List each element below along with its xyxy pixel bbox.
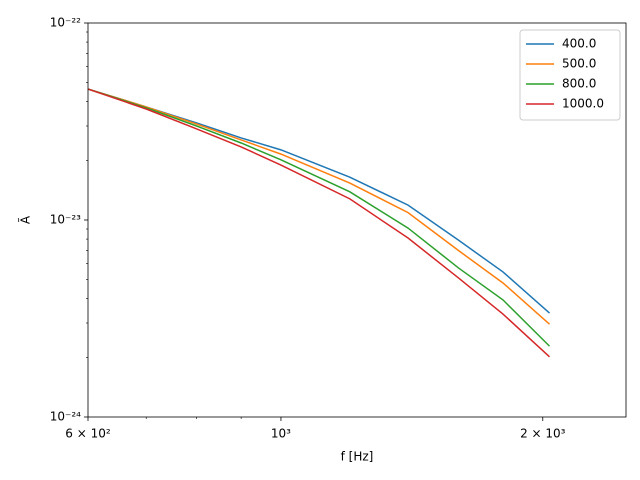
legend-label: 1000.0	[562, 97, 604, 111]
legend-label: 800.0	[562, 77, 596, 91]
x-tick-label: 2 × 10³	[520, 427, 566, 441]
y-tick-label: 10⁻²²	[50, 16, 81, 30]
series-line	[87, 88, 551, 325]
legend-label: 400.0	[562, 37, 596, 51]
y-tick-label: 10⁻²⁴	[50, 410, 81, 424]
series-line	[87, 88, 551, 347]
plot-frame	[87, 22, 627, 418]
x-tick-label: 6 × 10²	[65, 427, 111, 441]
x-axis-label: f [Hz]	[341, 450, 374, 464]
y-tick-label: 10⁻²³	[50, 213, 81, 227]
y-axis-label: Ã	[18, 215, 33, 224]
legend-label: 500.0	[562, 57, 596, 71]
series-line	[87, 88, 551, 314]
series-line	[87, 88, 551, 358]
legend-box	[519, 29, 621, 121]
x-tick-label: 10³	[271, 427, 291, 441]
